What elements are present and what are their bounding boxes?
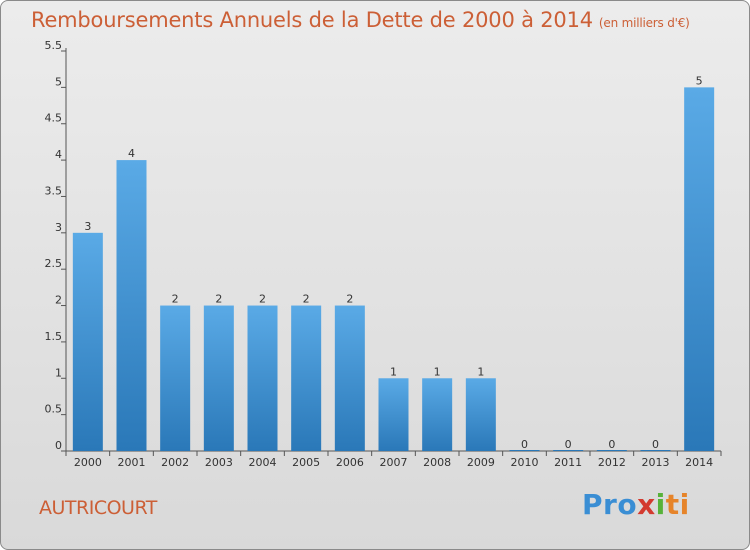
x-tick-label: 2009 (467, 456, 495, 469)
y-tick-label: 0 (55, 439, 62, 452)
x-tick-label: 2012 (598, 456, 626, 469)
chart-title-text: Remboursements Annuels de la Dette de 20… (31, 8, 593, 32)
data-label: 2 (303, 293, 310, 306)
y-tick-label: 5.5 (45, 39, 63, 52)
data-label: 0 (521, 438, 528, 451)
x-tick-label: 2014 (685, 456, 713, 469)
bar (684, 87, 715, 451)
bar (378, 378, 409, 451)
bar (334, 305, 365, 451)
data-label: 1 (390, 365, 397, 378)
x-tick-label: 2004 (249, 456, 277, 469)
data-label: 1 (477, 365, 484, 378)
y-tick-label: 2 (55, 294, 62, 307)
bar (116, 160, 147, 451)
chart-subtitle: (en milliers d'€) (598, 16, 690, 30)
x-tick-label: 2005 (292, 456, 320, 469)
x-tick-label: 2000 (74, 456, 102, 469)
data-label: 2 (346, 293, 353, 306)
x-tick-label: 2008 (423, 456, 451, 469)
y-tick-label: 5 (55, 75, 62, 88)
bar (596, 450, 627, 451)
y-tick-label: 1 (55, 366, 62, 379)
y-tick-label: 1.5 (45, 330, 63, 343)
y-tick-label: 0.5 (45, 403, 63, 416)
bar (640, 450, 671, 451)
y-tick-label: 4 (55, 148, 62, 161)
data-label: 2 (259, 293, 266, 306)
data-label: 2 (172, 293, 179, 306)
x-tick-label: 2010 (511, 456, 539, 469)
bar (160, 305, 191, 451)
logo-part-1: Pro (582, 488, 638, 521)
data-label: 5 (696, 74, 703, 87)
data-label: 4 (128, 147, 135, 160)
x-tick-label: 2007 (380, 456, 408, 469)
data-label: 1 (434, 365, 441, 378)
data-label: 0 (608, 438, 615, 451)
y-tick-label: 3.5 (45, 184, 63, 197)
data-label: 0 (652, 438, 659, 451)
x-tick-label: 2001 (118, 456, 146, 469)
logo-part-3: i (655, 488, 666, 521)
bar (465, 378, 496, 451)
bar (553, 450, 584, 451)
proxiti-logo: Proxiti (582, 488, 690, 521)
data-label: 2 (215, 293, 222, 306)
x-tick-label: 2006 (336, 456, 364, 469)
bar (203, 305, 234, 451)
x-tick-label: 2011 (554, 456, 582, 469)
bar (509, 450, 540, 451)
bar (247, 305, 278, 451)
bar (422, 378, 453, 451)
chart-title: Remboursements Annuels de la Dette de 20… (31, 8, 690, 32)
bar (291, 305, 322, 451)
x-tick-label: 2002 (161, 456, 189, 469)
x-tick-label: 2013 (642, 456, 670, 469)
x-tick-label: 2003 (205, 456, 233, 469)
logo-part-2: x (637, 488, 656, 521)
bar (72, 232, 103, 451)
data-label: 0 (565, 438, 572, 451)
y-tick-label: 4.5 (45, 112, 63, 125)
logo-part-4: ti (665, 488, 690, 521)
y-tick-label: 2.5 (45, 257, 63, 270)
data-label: 3 (84, 220, 91, 233)
y-tick-label: 3 (55, 221, 62, 234)
town-name: AUTRICOURT (39, 497, 157, 519)
